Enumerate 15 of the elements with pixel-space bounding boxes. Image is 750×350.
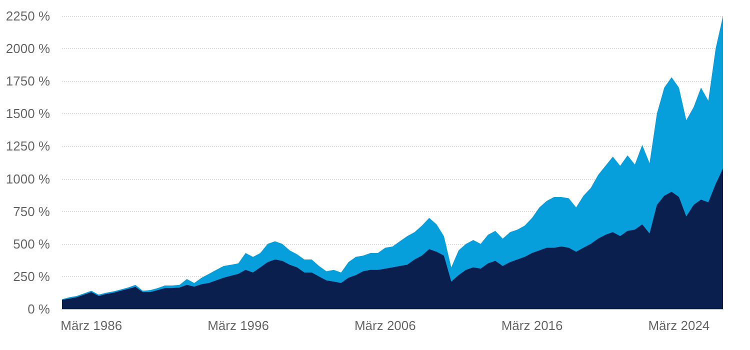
x-tick-label: März 2024 — [648, 318, 710, 333]
x-tick-label: März 2006 — [354, 318, 416, 333]
y-tick-label: 0 % — [28, 302, 50, 316]
y-tick-label: 500 % — [13, 236, 50, 252]
x-tick-label: März 1986 — [60, 318, 122, 333]
x-tick-label: März 1996 — [208, 318, 269, 333]
y-tick-label: 2250 % — [6, 8, 50, 24]
y-tick-label: 1000 % — [6, 171, 50, 186]
y-tick-label: 1750 % — [6, 74, 50, 89]
y-tick-label: 250 % — [13, 268, 50, 284]
y-tick-label: 2000 % — [6, 41, 50, 56]
y-tick-label: 750 % — [13, 204, 50, 219]
x-tick-label: März 2016 — [501, 318, 563, 333]
y-tick-label: 1250 % — [6, 138, 50, 154]
y-tick-label: 1500 % — [6, 106, 50, 122]
